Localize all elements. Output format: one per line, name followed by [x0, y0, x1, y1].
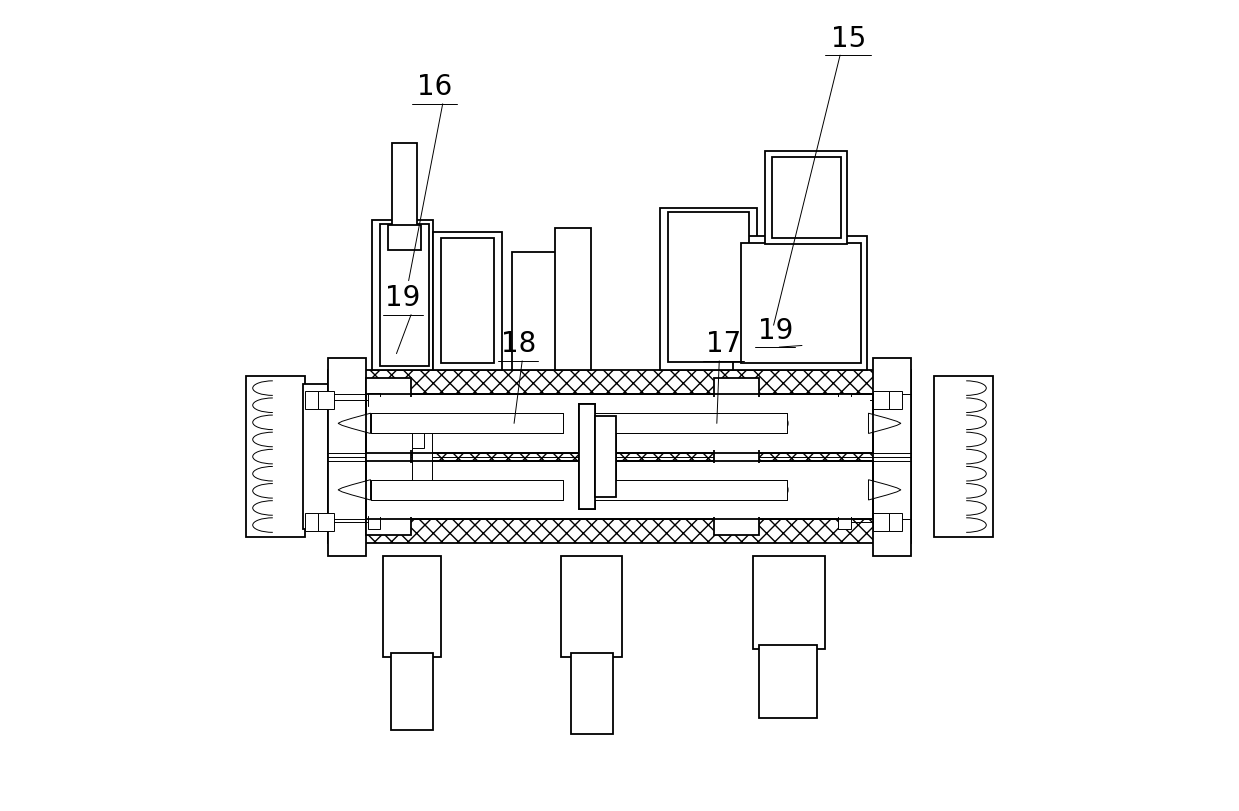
Bar — [411, 424, 432, 489]
Text: 19: 19 — [385, 284, 421, 312]
Bar — [380, 224, 429, 366]
Bar — [372, 220, 432, 370]
Bar — [318, 391, 335, 409]
Text: 15: 15 — [830, 24, 866, 53]
Bar — [595, 416, 616, 497]
Bar — [934, 376, 992, 537]
Bar — [304, 384, 327, 529]
Bar — [668, 212, 750, 362]
Bar — [872, 358, 912, 556]
Bar — [561, 556, 622, 657]
Bar — [368, 393, 380, 406]
Bar — [247, 376, 305, 537]
Bar — [595, 413, 787, 433]
Bar — [878, 384, 903, 529]
Bar — [432, 232, 502, 370]
Bar — [305, 513, 318, 531]
Bar — [370, 479, 563, 500]
Bar — [733, 236, 867, 370]
Bar — [595, 479, 787, 500]
Bar — [888, 513, 902, 531]
Bar — [555, 228, 591, 370]
Bar — [753, 556, 825, 649]
Bar — [388, 225, 421, 250]
Bar — [368, 516, 380, 529]
Bar — [370, 479, 563, 500]
Bar — [383, 556, 441, 657]
Bar — [772, 157, 841, 238]
Bar — [839, 516, 851, 529]
Bar — [369, 463, 870, 517]
Bar — [595, 413, 787, 433]
Bar — [715, 378, 760, 535]
Bar — [367, 464, 872, 516]
Bar — [305, 391, 318, 409]
Bar — [367, 397, 872, 449]
Bar — [370, 413, 563, 433]
Bar — [872, 513, 888, 531]
Polygon shape — [338, 413, 370, 433]
Bar — [327, 358, 367, 556]
Bar — [579, 404, 595, 509]
Bar — [367, 461, 872, 519]
Bar — [369, 397, 870, 450]
Bar — [370, 413, 563, 433]
Bar — [888, 391, 902, 409]
Bar — [513, 252, 560, 370]
Bar — [367, 394, 872, 453]
Bar — [571, 653, 613, 734]
Bar — [318, 513, 335, 531]
Bar — [367, 394, 872, 453]
Polygon shape — [869, 413, 901, 433]
Bar — [839, 393, 851, 406]
Text: 16: 16 — [418, 73, 452, 101]
Polygon shape — [869, 479, 901, 500]
Bar — [741, 243, 861, 363]
Bar — [595, 479, 787, 500]
Bar — [760, 645, 818, 718]
Bar — [660, 208, 757, 370]
Bar — [367, 378, 411, 535]
Text: 18: 18 — [501, 330, 535, 358]
Text: 17: 17 — [706, 330, 741, 358]
Bar — [766, 151, 846, 244]
Bar — [411, 424, 424, 448]
Bar — [390, 653, 432, 730]
Bar — [872, 391, 888, 409]
Polygon shape — [338, 479, 370, 500]
Bar — [367, 461, 872, 519]
Text: 19: 19 — [757, 316, 793, 345]
Bar — [579, 404, 595, 509]
Bar — [441, 238, 494, 363]
Bar — [595, 416, 616, 497]
Bar — [393, 143, 416, 228]
Bar — [327, 370, 912, 543]
